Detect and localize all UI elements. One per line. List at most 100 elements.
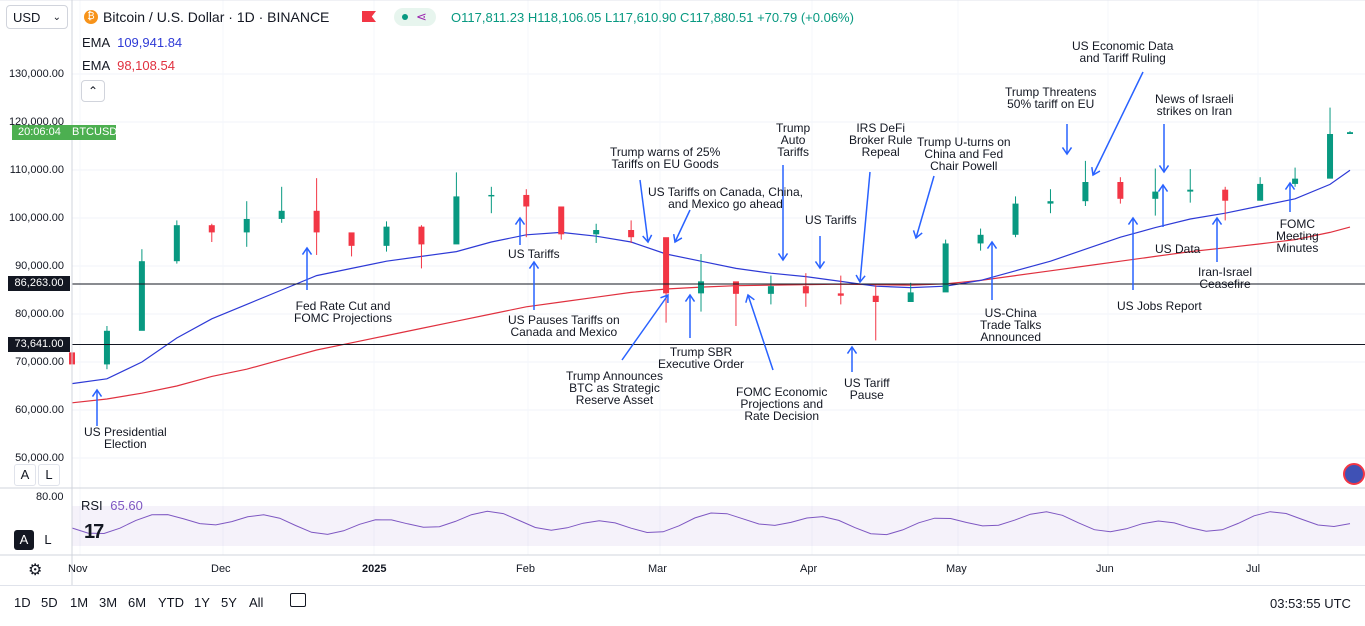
symbol-title[interactable]: Bitcoin / U.S. Dollar · 1D · BINANCE: [103, 9, 330, 25]
log-scale-label: L: [45, 467, 53, 482]
range-button-ytd[interactable]: YTD: [158, 595, 184, 610]
gridlines: [72, 0, 1365, 555]
flag-badge-icon[interactable]: [1343, 463, 1365, 485]
ohlc-high: H118,106.05: [527, 10, 602, 25]
ema-fast-value: 109,941.84: [117, 35, 183, 50]
ohlc-close: C117,880.51: [679, 10, 754, 25]
status-pill[interactable]: ⋖: [394, 8, 436, 26]
ema-fast-path: [71, 169, 1351, 385]
flag-icon[interactable]: [362, 11, 376, 22]
settings-gear-icon[interactable]: ⚙: [28, 562, 43, 579]
date-range-icon[interactable]: [290, 593, 306, 607]
range-button-5y[interactable]: 5Y: [221, 595, 237, 610]
rsi-log-scale-label: L: [44, 532, 52, 547]
annotation-arrow-head: [855, 274, 866, 284]
candle-body: [663, 237, 670, 294]
price-tick-label: 120,000.00: [8, 116, 64, 128]
event-annotation: Trump Announces BTC as Strategic Reserve…: [566, 369, 663, 407]
time-tick-label: Jun: [1096, 563, 1114, 575]
price-tick-label: 80,000.00: [15, 308, 64, 320]
annotation-arrow-head: [912, 230, 923, 240]
candle-body: [103, 330, 110, 365]
rsi-auto-scale-button[interactable]: A: [14, 530, 34, 550]
candle-body: [907, 292, 914, 302]
rsi-level-label: 80.00: [36, 491, 64, 503]
utc-clock[interactable]: 03:53:55 UTC: [1270, 596, 1351, 611]
ema-slow-path: [71, 226, 1351, 404]
annotation-arrow-head: [846, 345, 858, 355]
event-annotation: US Pauses Tariffs on Canada and Mexico: [508, 313, 620, 339]
candle-body: [453, 196, 460, 245]
annotation-arrow-head: [1284, 181, 1296, 191]
candle-body: [1082, 182, 1089, 202]
candle-body: [1117, 182, 1124, 199]
range-button-6m[interactable]: 6M: [128, 595, 147, 610]
event-annotation: News of Israeli strikes on Iran: [1155, 92, 1234, 118]
event-annotation: US Tariffs: [805, 213, 857, 227]
range-button-1d[interactable]: 1D: [14, 595, 31, 610]
range-button-1m[interactable]: 1M: [70, 595, 89, 610]
collapse-legend-button[interactable]: ⌃: [81, 80, 105, 102]
candle-body: [558, 206, 565, 235]
time-tick-label: 2025: [362, 563, 387, 575]
market-open-dot-icon: [402, 14, 408, 20]
candle-body: [278, 210, 285, 219]
event-annotation: Trump Threatens 50% tariff on EU: [1005, 85, 1097, 111]
candle-body: [208, 225, 215, 233]
level-badge-2-text: 73,641.00: [14, 338, 64, 350]
annotation-arrow-head: [745, 293, 755, 303]
level-badge-1: 86,263.00: [8, 276, 70, 291]
candle-body: [942, 243, 949, 293]
candle-body: [628, 230, 635, 238]
event-annotation: Trump U-turns on China and Fed Chair Pow…: [917, 135, 1011, 173]
candles: [69, 107, 1353, 372]
ema-slow-line: [71, 226, 1351, 404]
annotation-arrow-head: [514, 216, 526, 226]
annotation-arrow-head: [1127, 216, 1139, 226]
price-tick-label: 70,000.00: [15, 356, 64, 368]
event-annotation: US Tariffs: [508, 247, 560, 261]
range-button-3m[interactable]: 3M: [99, 595, 118, 610]
annotation-arrow-shaft: [915, 175, 935, 239]
level-badge-2: 73,641.00: [8, 337, 70, 352]
range-button-all[interactable]: All: [249, 595, 264, 610]
candle-body: [1012, 203, 1019, 235]
range-button-1y[interactable]: 1Y: [194, 595, 210, 610]
price-tick-label: 100,000.00: [8, 212, 64, 224]
ema-slow-legend[interactable]: EMA 98,108.54: [82, 58, 175, 73]
event-annotation: Iran-Israel Ceasefire: [1198, 265, 1253, 291]
auto-scale-label: A: [20, 467, 30, 482]
rsi-legend[interactable]: RSI 65.60: [81, 498, 143, 513]
ema-fast-legend[interactable]: EMA 109,941.84: [82, 35, 182, 50]
tradingview-logo-icon[interactable]: 17: [84, 521, 104, 543]
annotation-arrow-shaft: [639, 179, 649, 243]
event-annotation: FOMC Economic Projections and Rate Decis…: [736, 385, 828, 423]
annotation-arrow-head: [1061, 146, 1073, 156]
rsi-auto-scale-label: A: [19, 532, 29, 547]
ema-slow-label: EMA: [82, 58, 110, 73]
time-tick-label: Apr: [800, 563, 818, 575]
currency-select[interactable]: USD ⌄: [6, 5, 68, 29]
annotation-arrow-head: [301, 246, 313, 256]
candle-body: [1152, 191, 1159, 199]
annotation-arrow-head: [777, 252, 789, 262]
auto-scale-button[interactable]: A: [14, 464, 36, 486]
event-annotation: FOMC Meeting Minutes: [1276, 217, 1319, 255]
annotation-arrow-head: [528, 260, 540, 270]
time-tick-label: Feb: [516, 563, 535, 575]
rsi-log-scale-button[interactable]: L: [38, 530, 58, 550]
candle-body: [138, 261, 145, 331]
candle-body: [1347, 132, 1353, 134]
candle-body: [698, 281, 705, 294]
event-annotation: US Presidential Election: [84, 425, 167, 451]
event-annotation: US Tariffs on Canada, China, and Mexico …: [648, 185, 803, 211]
event-annotation: US Jobs Report: [1117, 299, 1202, 313]
candle-body: [348, 232, 355, 246]
ema-fast-label: EMA: [82, 35, 110, 50]
range-button-5d[interactable]: 5D: [41, 595, 58, 610]
rsi-value: 65.60: [110, 498, 143, 513]
log-scale-button[interactable]: L: [38, 464, 60, 486]
ema-slow-value: 98,108.54: [117, 58, 175, 73]
annotation-arrow-head: [660, 293, 669, 304]
